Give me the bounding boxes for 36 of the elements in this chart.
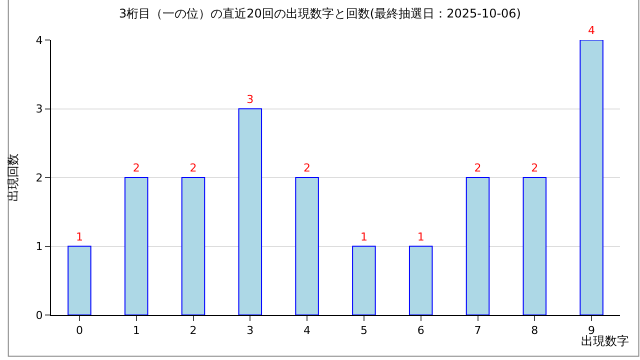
- bar: [352, 246, 376, 315]
- data-label: 2: [304, 162, 311, 174]
- x-tick-label: 2: [190, 324, 197, 338]
- data-label: 2: [474, 162, 482, 174]
- bar: [124, 177, 148, 315]
- x-tick-label: 5: [360, 324, 368, 338]
- y-tick-label: 1: [36, 240, 43, 254]
- chart-title: 3桁目（一の位）の直近20回の出現数字と回数(最終抽選日：2025-10-06): [118, 6, 522, 20]
- data-label: 1: [76, 230, 83, 244]
- x-tick-label: 0: [76, 324, 83, 338]
- x-tick-label: 3: [246, 324, 254, 338]
- bar: [238, 108, 262, 315]
- x-tick-label: 6: [417, 324, 424, 338]
- bar: [408, 246, 433, 315]
- data-label: 2: [531, 162, 538, 174]
- bar: [181, 177, 206, 315]
- bar: [466, 177, 490, 315]
- bar: [68, 246, 92, 315]
- data-label: 1: [360, 230, 368, 244]
- data-label: 4: [588, 24, 596, 37]
- data-label: 3: [246, 92, 254, 106]
- data-label: 2: [132, 162, 140, 174]
- y-tick-label: 2: [36, 171, 43, 184]
- x-tick-label: 7: [474, 324, 482, 338]
- data-label: 2: [190, 162, 197, 174]
- x-tick-label: 8: [531, 324, 538, 338]
- x-tick-label: 1: [132, 324, 140, 338]
- data-label: 1: [417, 230, 424, 244]
- bar: [522, 177, 547, 315]
- y-tick-label: 0: [36, 308, 43, 322]
- y-axis-title: 出現回数: [6, 154, 20, 202]
- y-tick-label: 4: [36, 34, 43, 47]
- y-tick-label: 3: [36, 102, 43, 116]
- bar: [580, 40, 604, 315]
- bar: [295, 177, 319, 315]
- x-tick-label: 4: [304, 324, 311, 338]
